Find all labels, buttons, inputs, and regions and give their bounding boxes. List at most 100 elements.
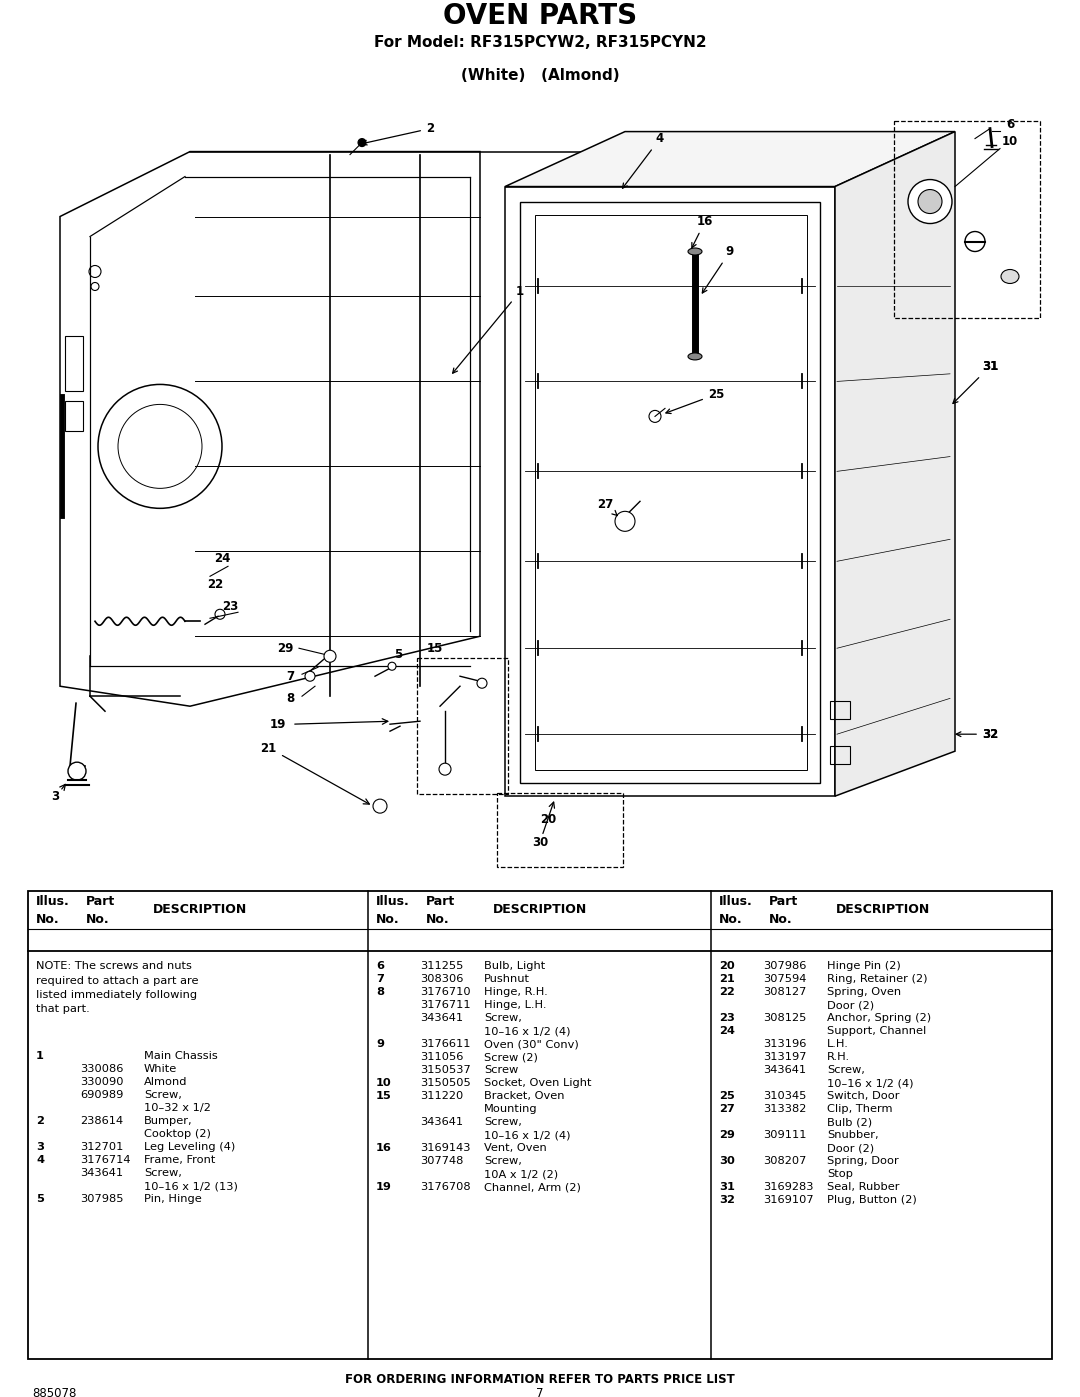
Text: 308207: 308207 bbox=[762, 1157, 807, 1166]
Text: 8: 8 bbox=[376, 988, 384, 997]
Text: 7: 7 bbox=[286, 669, 294, 683]
Text: 15: 15 bbox=[427, 641, 443, 655]
Text: 5: 5 bbox=[394, 648, 402, 661]
Text: 10–16 x 1/2 (4): 10–16 x 1/2 (4) bbox=[484, 1130, 570, 1140]
Text: 25: 25 bbox=[719, 1091, 734, 1101]
Text: 10: 10 bbox=[376, 1078, 392, 1088]
Text: Support, Channel: Support, Channel bbox=[827, 1025, 927, 1037]
Text: Bumper,: Bumper, bbox=[144, 1116, 192, 1126]
Text: Switch, Door: Switch, Door bbox=[827, 1091, 900, 1101]
Text: Hinge Pin (2): Hinge Pin (2) bbox=[827, 961, 901, 971]
Text: 3176710: 3176710 bbox=[420, 988, 471, 997]
Text: Mounting: Mounting bbox=[484, 1104, 538, 1113]
Text: Bulb, Light: Bulb, Light bbox=[484, 961, 545, 971]
Text: 10–32 x 1/2: 10–32 x 1/2 bbox=[144, 1104, 211, 1113]
Circle shape bbox=[908, 180, 951, 224]
Circle shape bbox=[68, 763, 86, 780]
Text: 19: 19 bbox=[270, 718, 286, 731]
Text: 8: 8 bbox=[286, 692, 294, 704]
Text: Bulb (2): Bulb (2) bbox=[827, 1118, 873, 1127]
Text: For Model: RF315PCYW2, RF315PCYN2: For Model: RF315PCYW2, RF315PCYN2 bbox=[374, 35, 706, 50]
Text: 308125: 308125 bbox=[762, 1013, 807, 1023]
Text: 3169283: 3169283 bbox=[762, 1182, 813, 1192]
Text: 15: 15 bbox=[376, 1091, 392, 1101]
Text: 343641: 343641 bbox=[420, 1013, 463, 1023]
Text: Hinge, R.H.: Hinge, R.H. bbox=[484, 988, 548, 997]
Text: Illus.: Illus. bbox=[719, 895, 753, 908]
Text: Illus.: Illus. bbox=[36, 895, 70, 908]
Text: DESCRIPTION: DESCRIPTION bbox=[492, 902, 588, 916]
Text: 343641: 343641 bbox=[762, 1065, 806, 1076]
Text: Bracket, Oven: Bracket, Oven bbox=[484, 1091, 565, 1101]
Bar bbox=[535, 215, 807, 770]
Text: 10–16 x 1/2 (4): 10–16 x 1/2 (4) bbox=[827, 1078, 914, 1088]
Text: 3: 3 bbox=[36, 1143, 44, 1153]
Text: 307985: 307985 bbox=[80, 1194, 123, 1204]
Text: Ring, Retainer (2): Ring, Retainer (2) bbox=[827, 974, 928, 983]
Text: Screw,: Screw, bbox=[144, 1090, 181, 1099]
Text: 308306: 308306 bbox=[420, 974, 463, 983]
Text: 4: 4 bbox=[36, 1155, 44, 1165]
Text: No.: No. bbox=[376, 914, 400, 926]
Text: Pin, Hinge: Pin, Hinge bbox=[144, 1194, 202, 1204]
Text: 9: 9 bbox=[376, 1039, 384, 1049]
Text: 3150505: 3150505 bbox=[420, 1078, 471, 1088]
Text: 29: 29 bbox=[276, 641, 293, 655]
Text: 7: 7 bbox=[376, 974, 383, 983]
Text: Stop: Stop bbox=[827, 1169, 853, 1179]
Text: 330086: 330086 bbox=[80, 1065, 123, 1074]
Text: 238614: 238614 bbox=[80, 1116, 123, 1126]
Bar bbox=[65, 401, 83, 432]
Text: Pushnut: Pushnut bbox=[484, 974, 530, 983]
Text: 343641: 343641 bbox=[80, 1168, 123, 1178]
Text: 10: 10 bbox=[1002, 136, 1018, 148]
Circle shape bbox=[966, 232, 985, 251]
Text: Anchor, Spring (2): Anchor, Spring (2) bbox=[827, 1013, 931, 1023]
Ellipse shape bbox=[688, 353, 702, 360]
Text: DESCRIPTION: DESCRIPTION bbox=[836, 902, 930, 916]
Text: 7: 7 bbox=[537, 1387, 543, 1397]
Text: 23: 23 bbox=[719, 1013, 734, 1023]
Bar bbox=[519, 201, 820, 784]
Text: 20: 20 bbox=[719, 961, 734, 971]
Text: Screw (2): Screw (2) bbox=[484, 1052, 538, 1062]
Text: R.H.: R.H. bbox=[827, 1052, 850, 1062]
Text: Snubber,: Snubber, bbox=[827, 1130, 879, 1140]
Polygon shape bbox=[505, 131, 955, 187]
Text: Door (2): Door (2) bbox=[827, 1143, 874, 1153]
Circle shape bbox=[649, 411, 661, 422]
Text: 311220: 311220 bbox=[420, 1091, 463, 1101]
Text: 9: 9 bbox=[702, 244, 734, 293]
Bar bbox=[831, 746, 850, 764]
Text: No.: No. bbox=[86, 914, 110, 926]
Text: 10–16 x 1/2 (4): 10–16 x 1/2 (4) bbox=[484, 1025, 570, 1037]
Text: 307748: 307748 bbox=[420, 1157, 463, 1166]
Circle shape bbox=[438, 763, 451, 775]
Text: 1: 1 bbox=[453, 285, 524, 373]
Polygon shape bbox=[60, 151, 480, 707]
Text: 2: 2 bbox=[36, 1116, 44, 1126]
Text: Leg Leveling (4): Leg Leveling (4) bbox=[144, 1143, 235, 1153]
Text: No.: No. bbox=[719, 914, 743, 926]
Text: Door (2): Door (2) bbox=[827, 1000, 874, 1010]
Text: 311255: 311255 bbox=[420, 961, 463, 971]
Text: Frame, Front: Frame, Front bbox=[144, 1155, 215, 1165]
Text: No.: No. bbox=[36, 914, 59, 926]
Text: 31: 31 bbox=[982, 360, 998, 373]
Text: 308127: 308127 bbox=[762, 988, 807, 997]
Text: DESCRIPTION: DESCRIPTION bbox=[153, 902, 247, 916]
Text: 3169107: 3169107 bbox=[762, 1194, 813, 1206]
Text: Screw: Screw bbox=[484, 1065, 518, 1076]
Text: Screw,: Screw, bbox=[827, 1065, 865, 1076]
Text: OVEN PARTS: OVEN PARTS bbox=[443, 1, 637, 29]
Text: 310345: 310345 bbox=[762, 1091, 807, 1101]
Circle shape bbox=[357, 138, 366, 147]
Text: 3: 3 bbox=[51, 789, 59, 803]
Text: 2: 2 bbox=[362, 122, 434, 145]
Bar bbox=[831, 701, 850, 719]
Text: Channel, Arm (2): Channel, Arm (2) bbox=[484, 1182, 581, 1192]
Text: 10–16 x 1/2 (13): 10–16 x 1/2 (13) bbox=[144, 1180, 238, 1192]
Text: White: White bbox=[144, 1065, 177, 1074]
Circle shape bbox=[373, 799, 387, 813]
Text: 330090: 330090 bbox=[80, 1077, 123, 1087]
